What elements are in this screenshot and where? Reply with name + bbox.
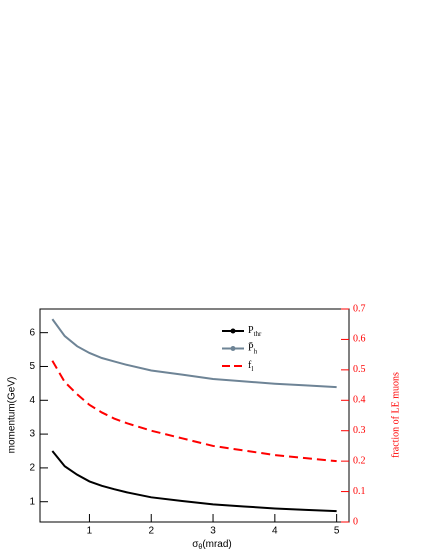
y-tick-label: 3 xyxy=(29,429,35,440)
legend-subscript: thr xyxy=(254,330,262,338)
series-line xyxy=(51,450,337,513)
x-axis-label: σθ(mrad) xyxy=(192,539,232,550)
x-tick-label: 2 xyxy=(148,526,154,537)
y2-tick-label: 0.2 xyxy=(353,455,366,466)
series-line xyxy=(51,360,337,463)
y2-tick-label: 0.4 xyxy=(353,395,366,406)
legend-label: Pthr xyxy=(248,325,262,337)
y2-axis-label: fraction of LE muons xyxy=(390,372,401,458)
x-tick-label: 5 xyxy=(334,526,340,537)
legend-label: fl xyxy=(248,360,253,372)
y-tick-label: 5 xyxy=(29,361,35,372)
x-tick-label: 4 xyxy=(272,526,278,537)
y-tick-label: 4 xyxy=(29,395,35,406)
y2-tick-label: 0.5 xyxy=(353,364,366,375)
y-tick-label: 2 xyxy=(29,463,35,474)
y-tick-label: 6 xyxy=(29,327,35,338)
plot-frame xyxy=(39,308,350,523)
legend-label: P̄h xyxy=(248,342,258,355)
y-axis-label: momentum(GeV) xyxy=(7,377,18,454)
y2-tick-label: 0.1 xyxy=(353,486,366,497)
legend-name: P̄ xyxy=(248,342,254,354)
x-tick-label: 3 xyxy=(210,526,216,537)
y2-tick-label: 0.3 xyxy=(353,425,366,436)
y-tick-label: 1 xyxy=(29,496,35,507)
series-line xyxy=(51,318,337,389)
y2-tick-label: 0 xyxy=(353,516,358,527)
legend-marker xyxy=(230,328,236,334)
legend-subscript: l xyxy=(251,365,253,373)
y2-tick-label: 0.7 xyxy=(353,303,366,314)
x-tick-label: 1 xyxy=(87,526,93,537)
legend-subscript: h xyxy=(254,347,258,355)
legend-marker xyxy=(230,346,236,351)
legend-name: f xyxy=(248,360,252,371)
legend-name: P xyxy=(248,325,254,336)
y2-tick-label: 0.6 xyxy=(353,334,366,345)
